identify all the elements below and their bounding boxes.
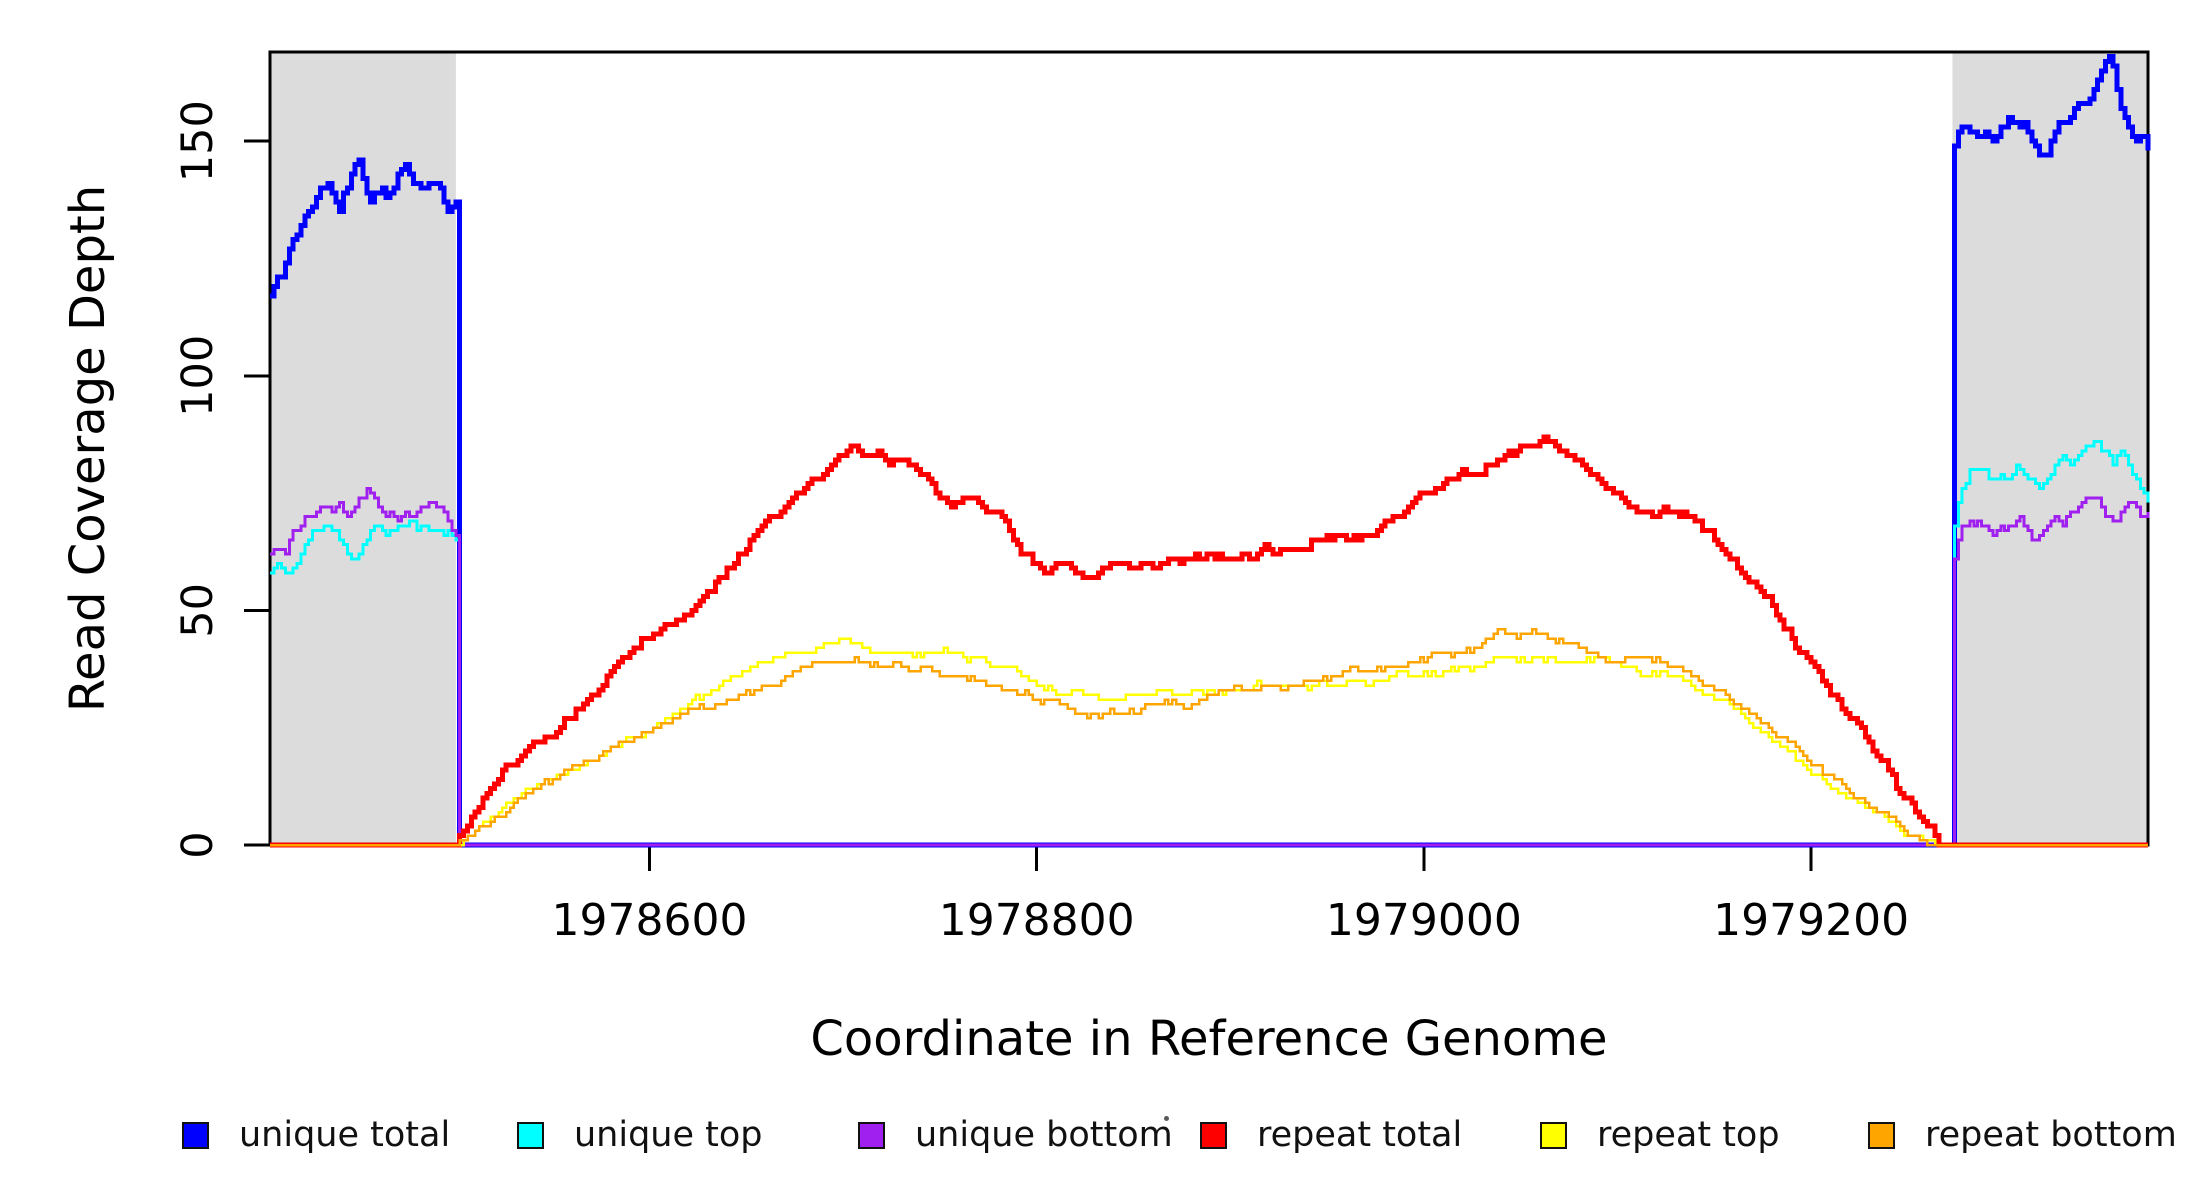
legend-label-unique-total: unique total	[239, 1115, 451, 1155]
legend-swatch-repeat-top-icon	[1540, 1121, 1567, 1149]
y-tick-label: 100	[173, 335, 223, 417]
series-line-unique-bottom	[270, 486, 2150, 847]
legend-swatch-repeat-bottom-icon	[1868, 1121, 1895, 1149]
legend-swatch-unique-total-icon	[182, 1121, 209, 1149]
x-tick-label: 1979200	[1713, 895, 1909, 946]
legend-swatch-unique-top-icon	[517, 1121, 544, 1149]
stray-mark-dot	[1164, 1116, 1169, 1121]
y-tick-label: 50	[173, 583, 223, 638]
series-line-repeat-bottom	[270, 627, 2148, 847]
legend-item-unique-bottom: unique bottom	[858, 1112, 1173, 1158]
y-tick-label: 0	[173, 831, 223, 858]
legend-item-repeat-top: repeat top	[1540, 1112, 1780, 1158]
legend-item-repeat-bottom: repeat bottom	[1868, 1112, 2177, 1158]
legend-label-unique-bottom: unique bottom	[915, 1115, 1173, 1155]
legend-item-repeat-total: repeat total	[1200, 1112, 1462, 1158]
legend-item-unique-total: unique total	[182, 1112, 450, 1158]
legend-label-repeat-top: repeat top	[1597, 1115, 1780, 1155]
right-flank-shaded	[1952, 52, 2148, 845]
legend-swatch-repeat-total-icon	[1200, 1121, 1227, 1149]
series-line-repeat-top	[270, 637, 2148, 847]
legend-label-repeat-total: repeat total	[1257, 1115, 1463, 1155]
series-line-repeat-total	[270, 434, 2148, 848]
x-axis-title: Coordinate in Reference Genome	[810, 1011, 1607, 1067]
y-tick-label: 150	[173, 100, 223, 182]
legend-swatch-unique-bottom-icon	[858, 1121, 885, 1149]
x-tick-label: 1978800	[939, 895, 1135, 946]
x-tick-label: 1978600	[551, 895, 747, 946]
legend-label-unique-top: unique top	[574, 1115, 763, 1155]
y-axis-title: Read Coverage Depth	[60, 185, 116, 712]
left-flank-shaded	[270, 52, 456, 845]
legend-item-unique-top: unique top	[517, 1112, 763, 1158]
legend: unique total unique top unique bottom repea…	[0, 1112, 2200, 1158]
legend-label-repeat-bottom: repeat bottom	[1925, 1115, 2177, 1155]
x-tick-label: 1979000	[1326, 895, 1522, 946]
